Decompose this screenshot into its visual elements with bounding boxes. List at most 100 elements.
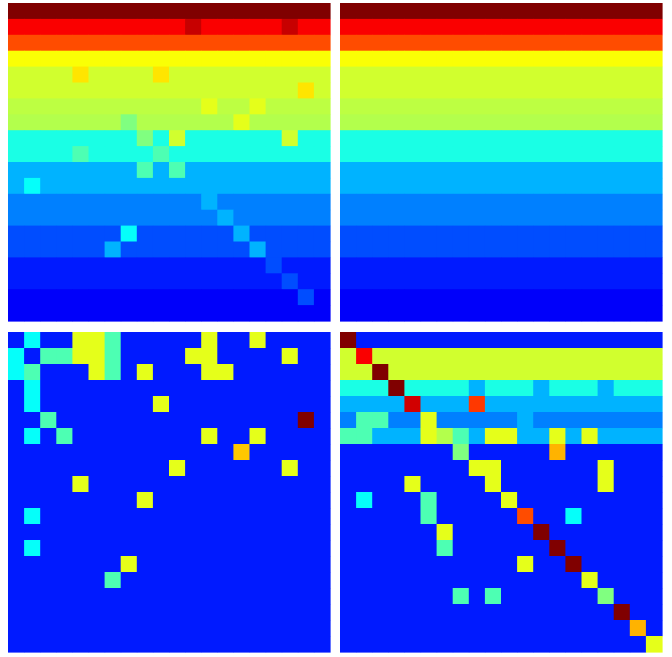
heatmap-cell-top-left-r14-c10 [169, 225, 186, 243]
heatmap-cell-bottom-left-r7-c9 [152, 444, 170, 461]
heatmap-cell-bottom-left-r12-c13 [217, 524, 234, 541]
heatmap-cell-top-left-r8-c18 [297, 130, 315, 147]
heatmap-cell-bottom-left-r18-c5 [88, 620, 106, 637]
heatmap-cell-bottom-left-r6-c8 [136, 428, 154, 445]
heatmap-cell-top-right-r7-c9 [484, 114, 502, 131]
heatmap-cell-top-left-r12-c18 [297, 193, 315, 211]
heatmap-cell-top-right-r2-c17 [613, 34, 631, 52]
heatmap-cell-top-left-r18-c19 [313, 289, 331, 306]
heatmap-cell-bottom-left-r6-c18 [297, 428, 315, 445]
heatmap-cell-top-left-r7-c13 [217, 114, 234, 131]
heatmap-cell-bottom-left-r1-c4 [72, 348, 90, 365]
heatmap-cell-top-right-r3-c13 [549, 50, 566, 68]
heatmap-cell-top-right-r17-c11 [517, 273, 534, 290]
heatmap-cell-top-left-r0-c2 [40, 3, 57, 20]
heatmap-cell-top-right-r10-c4 [404, 162, 422, 179]
heatmap-cell-top-right-r3-c16 [597, 50, 615, 68]
heatmap-cell-bottom-left-r4-c19 [313, 396, 331, 413]
heatmap-cell-bottom-right-r7-c11 [517, 444, 534, 461]
heatmap-cell-bottom-left-r17-c3 [56, 604, 73, 621]
heatmap-cell-top-left-r9-c10 [169, 146, 186, 163]
heatmap-cell-top-left-r8-c12 [201, 130, 218, 147]
heatmap-cell-bottom-left-r13-c10 [169, 540, 186, 557]
heatmap-cell-top-right-r11-c10 [501, 177, 518, 195]
heatmap-cell-bottom-right-r3-c10 [501, 380, 518, 397]
heatmap-cell-bottom-left-r19-c8 [136, 636, 154, 653]
heatmap-cell-bottom-right-r11-c0 [340, 508, 357, 525]
heatmap-cell-top-right-r5-c11 [517, 82, 534, 99]
heatmap-cell-bottom-left-r5-c7 [120, 412, 138, 429]
heatmap-cell-bottom-left-r10-c5 [88, 492, 106, 509]
heatmap-cell-top-left-r3-c10 [169, 50, 186, 68]
heatmap-cell-top-right-r7-c0 [340, 114, 357, 131]
heatmap-cell-top-left-r11-c8 [136, 177, 154, 195]
heatmap-cell-top-left-r10-c18 [297, 162, 315, 179]
heatmap-cell-top-right-r0-c3 [388, 3, 405, 20]
heatmap-cell-top-left-r4-c15 [249, 66, 267, 84]
heatmap-cell-bottom-left-r6-c7 [120, 428, 138, 445]
heatmap-cell-top-left-r1-c0 [8, 18, 25, 36]
heatmap-cell-top-left-r7-c15 [249, 114, 267, 131]
heatmap-cell-bottom-left-r19-c2 [40, 636, 57, 653]
heatmap-cell-top-left-r15-c4 [72, 241, 90, 258]
heatmap-cell-bottom-left-r18-c13 [217, 620, 234, 637]
heatmap-cell-bottom-left-r4-c8 [136, 396, 154, 413]
heatmap-cell-bottom-right-r5-c3 [388, 412, 405, 429]
heatmap-cell-top-left-r8-c9 [152, 130, 170, 147]
heatmap-cell-top-left-r5-c11 [185, 82, 202, 99]
heatmap-cell-bottom-right-r4-c12 [533, 396, 550, 413]
heatmap-cell-bottom-right-r14-c0 [340, 556, 357, 573]
heatmap-cell-top-left-r2-c7 [120, 34, 138, 52]
heatmap-cell-top-left-r6-c6 [104, 98, 122, 115]
heatmap-cell-bottom-left-r14-c13 [217, 556, 234, 573]
heatmap-cell-bottom-right-r6-c5 [420, 428, 438, 445]
heatmap-cell-top-left-r0-c15 [249, 3, 267, 20]
heatmap-cell-bottom-right-r13-c7 [452, 540, 470, 557]
heatmap-cell-top-left-r14-c14 [233, 225, 251, 243]
heatmap-cell-bottom-left-r14-c17 [281, 556, 299, 573]
heatmap-cell-top-right-r19-c7 [452, 305, 470, 322]
heatmap-cell-top-right-r12-c18 [629, 193, 647, 211]
heatmap-cell-bottom-right-r11-c13 [549, 508, 566, 525]
heatmap-cell-bottom-left-r17-c9 [152, 604, 170, 621]
heatmap-cell-bottom-left-r16-c5 [88, 588, 106, 605]
heatmap-cell-bottom-right-r11-c2 [372, 508, 389, 525]
heatmap-cell-top-left-r13-c10 [169, 209, 186, 227]
heatmap-cell-top-left-r0-c6 [104, 3, 122, 20]
heatmap-cell-top-left-r15-c8 [136, 241, 154, 258]
heatmap-cell-bottom-right-r9-c14 [565, 476, 583, 493]
heatmap-cell-top-right-r12-c1 [356, 193, 373, 211]
heatmap-cell-top-right-r10-c14 [565, 162, 583, 179]
heatmap-cell-top-right-r4-c3 [388, 66, 405, 84]
heatmap-cell-bottom-right-r6-c9 [484, 428, 502, 445]
heatmap-cell-top-right-r18-c5 [420, 289, 438, 306]
heatmap-cell-bottom-left-r14-c18 [297, 556, 315, 573]
heatmap-cell-bottom-right-r7-c17 [613, 444, 631, 461]
heatmap-cell-bottom-left-r10-c17 [281, 492, 299, 509]
heatmap-cell-bottom-right-r16-c16 [597, 588, 615, 605]
heatmap-cell-top-left-r7-c6 [104, 114, 122, 131]
heatmap-cell-bottom-left-r13-c1 [24, 540, 41, 557]
heatmap-cell-top-left-r2-c4 [72, 34, 90, 52]
heatmap-cell-top-right-r6-c3 [388, 98, 405, 115]
heatmap-cell-top-left-r5-c3 [56, 82, 73, 99]
heatmap-cell-bottom-right-r18-c0 [340, 620, 357, 637]
heatmap-cell-bottom-left-r19-c17 [281, 636, 299, 653]
heatmap-cell-top-right-r5-c18 [629, 82, 647, 99]
heatmap-cell-bottom-left-r5-c11 [185, 412, 202, 429]
heatmap-cell-top-right-r7-c4 [404, 114, 422, 131]
heatmap-cell-top-right-r7-c13 [549, 114, 566, 131]
heatmap-cell-bottom-right-r15-c4 [404, 572, 422, 589]
heatmap-cell-bottom-left-r2-c9 [152, 364, 170, 381]
heatmap-cell-top-right-r12-c5 [420, 193, 438, 211]
heatmap-cell-top-left-r12-c1 [24, 193, 41, 211]
heatmap-cell-bottom-left-r17-c12 [201, 604, 218, 621]
heatmap-cell-bottom-right-r14-c3 [388, 556, 405, 573]
heatmap-cell-top-left-r18-c10 [169, 289, 186, 306]
heatmap-cell-top-right-r19-c15 [581, 305, 599, 322]
heatmap-cell-bottom-left-r3-c7 [120, 380, 138, 397]
heatmap-cell-top-right-r2-c13 [549, 34, 566, 52]
heatmap-cell-top-left-r8-c6 [104, 130, 122, 147]
heatmap-cell-top-left-r16-c8 [136, 257, 154, 274]
heatmap-cell-bottom-left-r19-c9 [152, 636, 170, 653]
